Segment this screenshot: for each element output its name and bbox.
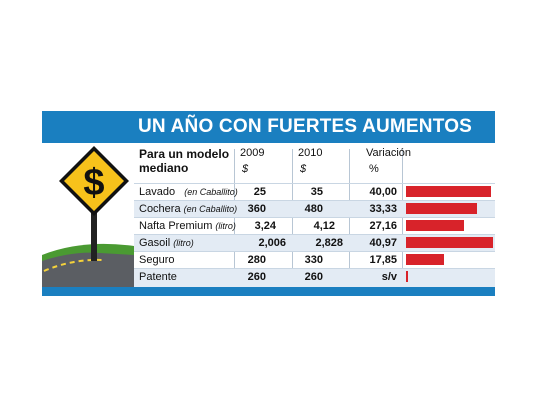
sign-face xyxy=(64,151,124,211)
value-variacion: 17,85 xyxy=(369,254,397,266)
table-row: Cochera (en Caballito) 360 480 33,33 xyxy=(134,200,495,217)
value-variacion: 40,00 xyxy=(369,186,397,198)
table-row: Lavado (en Caballito) 25 35 40,00 xyxy=(134,183,495,200)
col-header-2009: 2009 xyxy=(240,147,265,159)
col-divider xyxy=(349,149,350,287)
col-header-2010: 2010 xyxy=(298,147,323,159)
row-label: Cochera (en Caballito) xyxy=(139,203,238,215)
row-label: Seguro xyxy=(139,254,175,266)
value-2009: 260 xyxy=(247,271,266,283)
value-2010: 2,828 xyxy=(315,237,343,249)
row-label: Nafta Premium (litro) xyxy=(139,220,236,232)
col-header-variacion: Variación xyxy=(366,147,412,159)
value-2010: 4,12 xyxy=(313,220,335,232)
value-variacion: 40,97 xyxy=(369,237,397,249)
road-sign-illustration: $ xyxy=(42,143,134,287)
value-2009: 25 xyxy=(253,186,266,198)
road-line xyxy=(43,258,103,272)
value-variacion: 27,16 xyxy=(369,220,397,232)
bar-gasoil xyxy=(406,237,493,248)
bottom-band xyxy=(42,287,495,296)
sign-post xyxy=(91,191,97,261)
bar-lavado xyxy=(406,186,491,197)
col-divider xyxy=(402,149,403,287)
table-row: Seguro 280 330 17,85 xyxy=(134,251,495,268)
bar-cochera xyxy=(406,203,477,214)
data-table: Para un modelo mediano 2009 2010 Variaci… xyxy=(134,143,495,287)
col-divider xyxy=(234,149,235,287)
page-title: UN AÑO CON FUERTES AUMENTOS xyxy=(138,116,473,137)
dollar-sign-icon: $ xyxy=(83,162,104,204)
bar-seguro xyxy=(406,254,444,265)
unit-2009: $ xyxy=(242,163,249,175)
row-label: Gasoil (litro) xyxy=(139,237,194,249)
value-2009: 280 xyxy=(247,254,266,266)
unit-variacion: % xyxy=(369,163,379,175)
table-row: Patente 260 260 s/v xyxy=(134,268,495,287)
value-2009: 3,24 xyxy=(254,220,276,232)
value-2010: 260 xyxy=(304,271,323,283)
road xyxy=(42,252,134,287)
value-2009: 2,006 xyxy=(258,237,286,249)
row-header: Para un modelo mediano xyxy=(139,147,230,175)
unit-2010: $ xyxy=(300,163,307,175)
infographic: UN AÑO CON FUERTES AUMENTOS $ Para un mo… xyxy=(42,111,495,296)
value-2009: 360 xyxy=(247,203,266,215)
table-row: Gasoil (litro) 2,006 2,828 40,97 xyxy=(134,234,495,251)
value-variacion: s/v xyxy=(381,271,397,283)
row-label: Patente xyxy=(139,271,177,283)
col-divider xyxy=(292,149,293,287)
title-band: UN AÑO CON FUERTES AUMENTOS xyxy=(42,111,495,143)
value-2010: 35 xyxy=(310,186,323,198)
value-2010: 480 xyxy=(304,203,323,215)
bar-patente xyxy=(406,271,408,282)
value-variacion: 33,33 xyxy=(369,203,397,215)
row-label: Lavado (en Caballito) xyxy=(139,186,238,198)
table-row: Nafta Premium (litro) 3,24 4,12 27,16 xyxy=(134,217,495,234)
value-2010: 330 xyxy=(304,254,323,266)
bar-nafta-premium xyxy=(406,220,464,231)
